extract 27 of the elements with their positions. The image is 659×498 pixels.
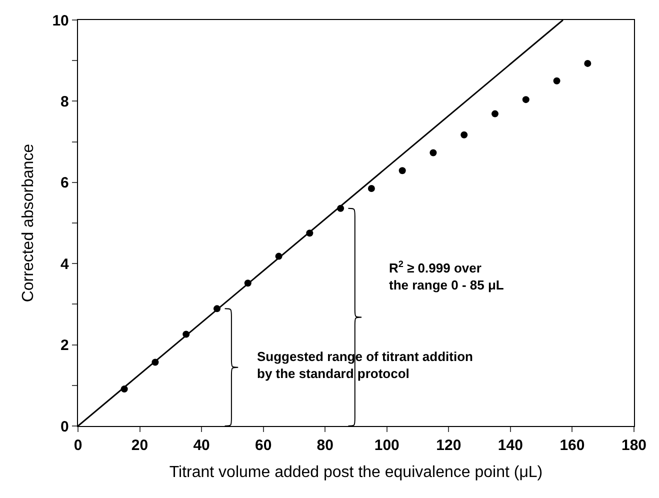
x-tick-label: 120 (436, 437, 462, 454)
x-tick-label: 180 (621, 437, 647, 454)
point (430, 149, 437, 156)
point (522, 96, 530, 104)
x-tick-label: 100 (374, 437, 400, 454)
y-axis-title: Corrected absorbance (20, 144, 38, 302)
point (553, 77, 560, 84)
x-tick-label: 0 (74, 437, 82, 454)
point (492, 110, 498, 118)
y-tick-label: 6 (60, 174, 69, 192)
x-tick-label: 80 (316, 437, 334, 454)
point (398, 167, 406, 174)
y-tick-label: 4 (60, 256, 70, 273)
y-tick-label: 0 (60, 418, 69, 436)
x-tick-label: 40 (193, 437, 210, 454)
x-tick-label: 60 (254, 437, 272, 454)
x-tick-label: 160 (560, 437, 585, 454)
point (368, 184, 375, 192)
annotation: R$^{2}$ ≥ 0.999 over the range 0 - 85 μL (389, 259, 504, 292)
y-tick-label: 10 (52, 12, 69, 30)
x-tick-label: 140 (498, 437, 523, 454)
point (460, 131, 468, 138)
point (584, 60, 592, 67)
y-tick-label: 8 (60, 93, 69, 110)
x-tick-label: 20 (131, 437, 148, 454)
x-axis-title: Titrant volume added post the equivalence point (μL) (169, 464, 543, 481)
y-tick-label: 2 (60, 337, 69, 354)
